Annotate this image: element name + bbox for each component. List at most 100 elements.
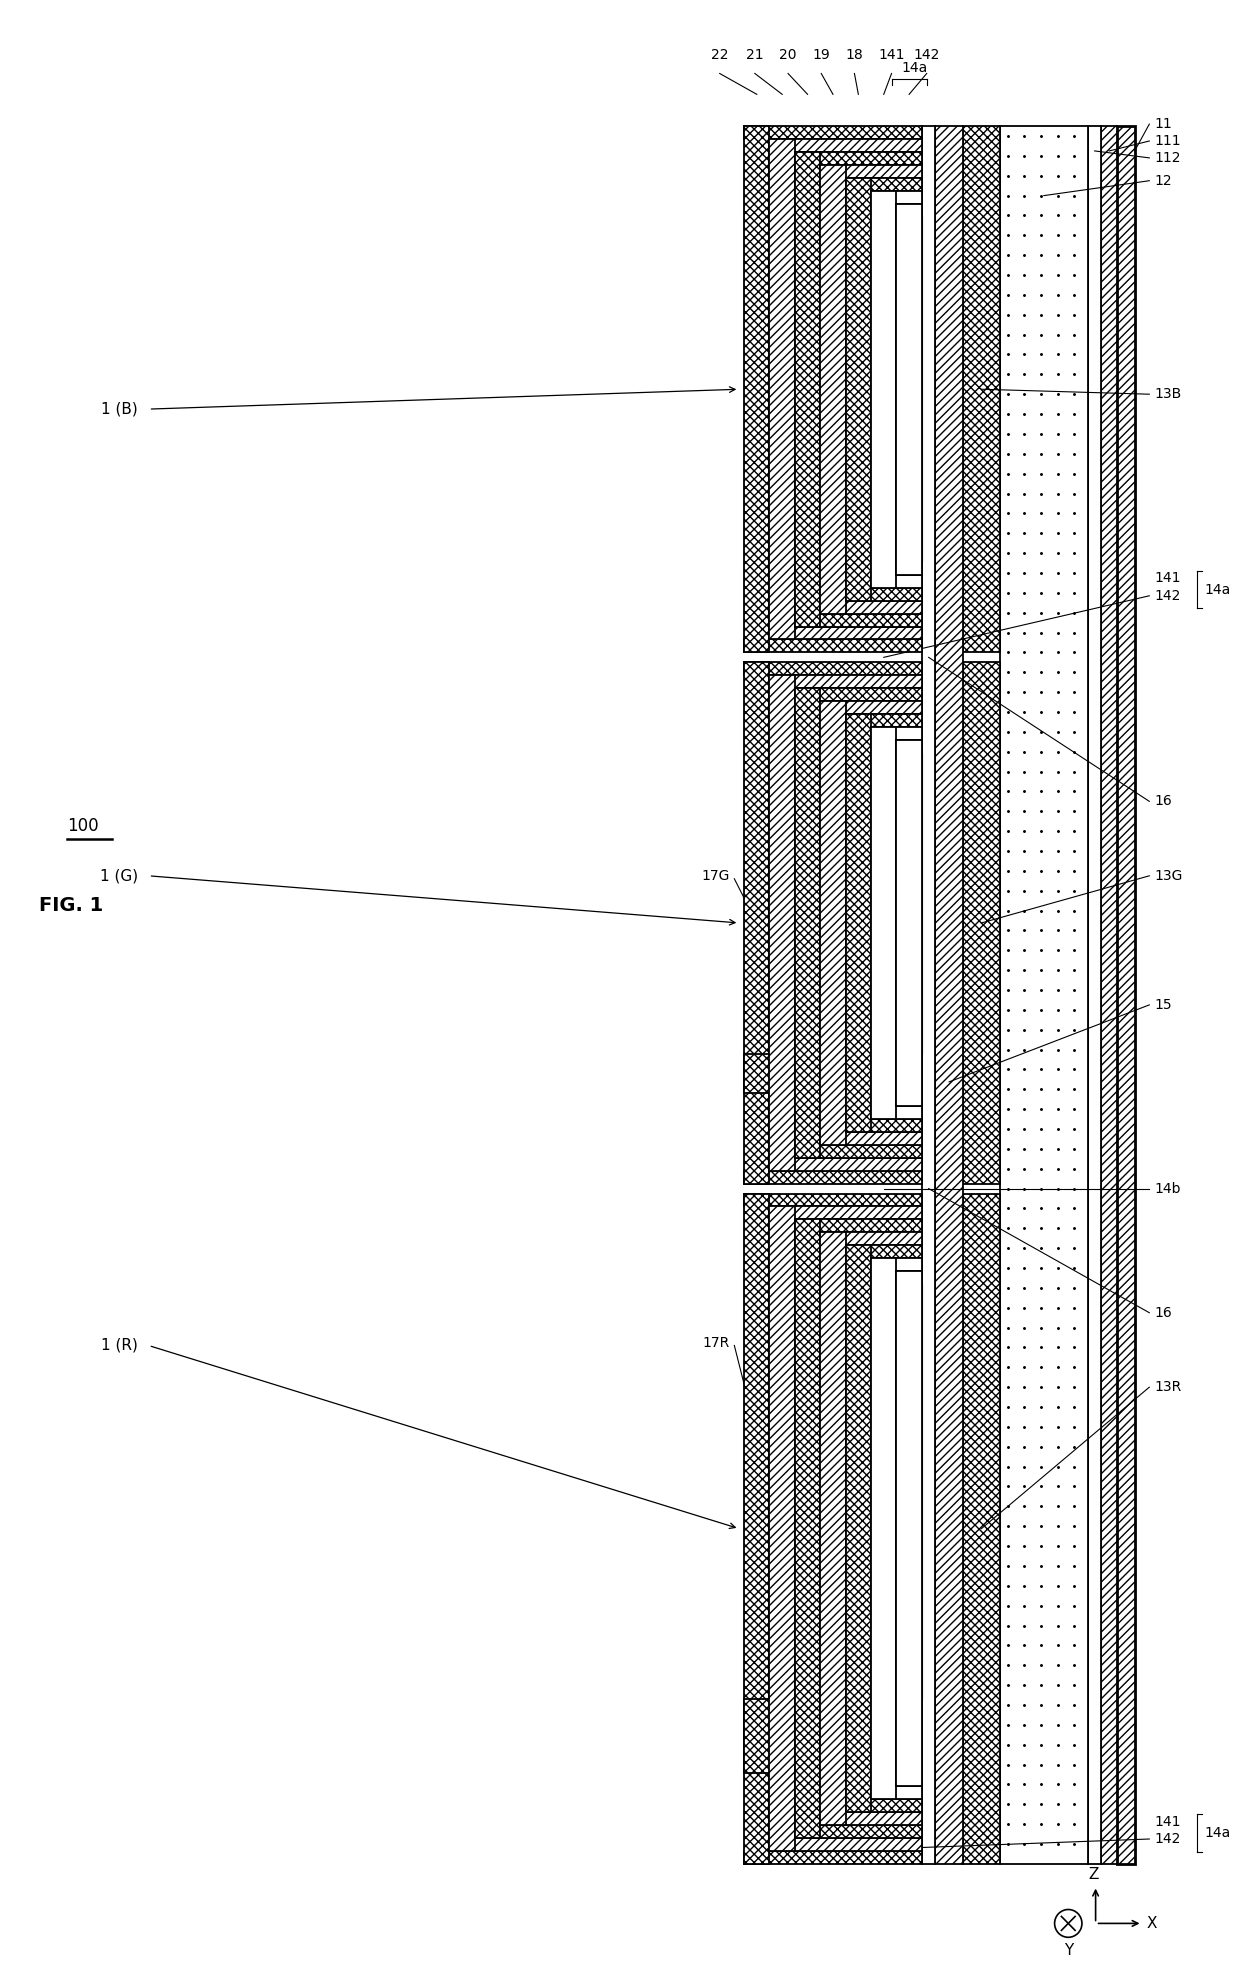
Bar [744, 1851, 921, 1863]
Bar [897, 1774, 921, 1786]
Bar [795, 152, 821, 626]
Text: 13G: 13G [1154, 869, 1183, 883]
Bar [744, 127, 921, 139]
Bar [744, 1170, 921, 1184]
Bar [870, 1257, 897, 1800]
Bar [1101, 127, 1117, 1863]
Text: 142: 142 [1154, 588, 1180, 602]
Bar [962, 1194, 999, 1863]
Text: G: G [853, 895, 866, 911]
Text: 14b: 14b [1154, 1182, 1180, 1196]
Bar [921, 127, 935, 1863]
Bar [870, 1257, 921, 1271]
Bar [744, 1194, 770, 1863]
Bar [821, 164, 846, 614]
Bar [846, 178, 870, 600]
Text: 1 (B): 1 (B) [100, 402, 138, 416]
Bar [795, 689, 821, 1158]
Text: 18: 18 [846, 48, 863, 61]
Text: 14a: 14a [1204, 582, 1230, 596]
Bar [795, 152, 921, 164]
Bar [821, 1133, 921, 1144]
Bar [744, 663, 770, 1184]
Text: 20: 20 [779, 48, 797, 61]
Text: 13B: 13B [1154, 388, 1182, 402]
Bar [870, 727, 897, 1119]
Text: R: R [854, 1483, 866, 1499]
Bar [795, 689, 921, 701]
Bar [744, 640, 921, 651]
Bar [935, 127, 962, 1863]
Bar [770, 675, 921, 689]
Bar [770, 1206, 795, 1851]
Text: 22: 22 [711, 48, 728, 61]
Bar [1087, 127, 1101, 1863]
Text: X: X [1146, 1917, 1157, 1930]
Text: 142: 142 [914, 48, 940, 61]
Text: B: B [789, 830, 799, 843]
Bar [770, 1158, 921, 1170]
Text: 12: 12 [1154, 174, 1172, 188]
Bar [795, 614, 921, 626]
Text: 21: 21 [746, 48, 764, 61]
Bar [795, 1826, 921, 1837]
Text: 14a: 14a [1204, 1826, 1230, 1839]
Bar [821, 1232, 921, 1245]
Text: 14a: 14a [901, 61, 928, 75]
Bar [744, 1194, 921, 1206]
Bar [744, 1283, 921, 1699]
Text: 1 (R): 1 (R) [100, 1338, 138, 1352]
Bar [795, 1220, 821, 1837]
Bar [744, 127, 770, 651]
Text: B: B [828, 382, 838, 396]
Bar [999, 127, 1087, 1863]
Bar [770, 626, 921, 640]
Text: 111: 111 [1154, 135, 1180, 148]
Text: FIG. 1: FIG. 1 [40, 897, 103, 915]
Bar [962, 663, 999, 1184]
Bar [846, 715, 870, 1133]
Bar [870, 190, 921, 204]
Bar [821, 701, 846, 1144]
Text: B: B [789, 1392, 799, 1408]
Bar [744, 663, 921, 675]
Bar [846, 715, 921, 727]
Bar [770, 1206, 921, 1220]
Bar [846, 1245, 870, 1812]
Text: 141: 141 [1154, 1816, 1180, 1830]
Text: 17R: 17R [702, 1335, 729, 1350]
Text: Y: Y [1064, 1942, 1073, 1958]
Bar [897, 1271, 921, 1786]
Bar [870, 1786, 921, 1800]
Text: 141: 141 [1154, 570, 1180, 584]
Text: 13R: 13R [1154, 1380, 1182, 1394]
Bar [846, 1245, 921, 1257]
Bar [897, 741, 921, 752]
Bar [770, 675, 795, 1170]
Bar [821, 164, 921, 178]
Bar [897, 204, 921, 574]
Bar [897, 1271, 921, 1283]
Bar [770, 139, 921, 152]
Text: 17G: 17G [701, 869, 729, 883]
Text: 1 (G): 1 (G) [100, 869, 139, 883]
Text: 15: 15 [1154, 998, 1172, 1012]
Bar [744, 1053, 921, 1093]
Bar [846, 588, 921, 600]
Bar [821, 701, 921, 715]
Text: 112: 112 [1154, 150, 1180, 164]
Bar [744, 216, 921, 562]
Text: 100: 100 [67, 818, 99, 836]
Bar [897, 204, 921, 216]
Text: 11: 11 [1154, 117, 1172, 131]
Bar [870, 727, 921, 741]
Bar [846, 178, 921, 190]
Text: Z: Z [1089, 1867, 1099, 1881]
Bar [846, 1800, 921, 1812]
Bar [870, 190, 897, 588]
Bar [821, 600, 921, 614]
Bar [744, 1699, 921, 1774]
Text: 16: 16 [1154, 1305, 1172, 1321]
Bar [897, 1093, 921, 1107]
Bar [821, 1232, 846, 1826]
